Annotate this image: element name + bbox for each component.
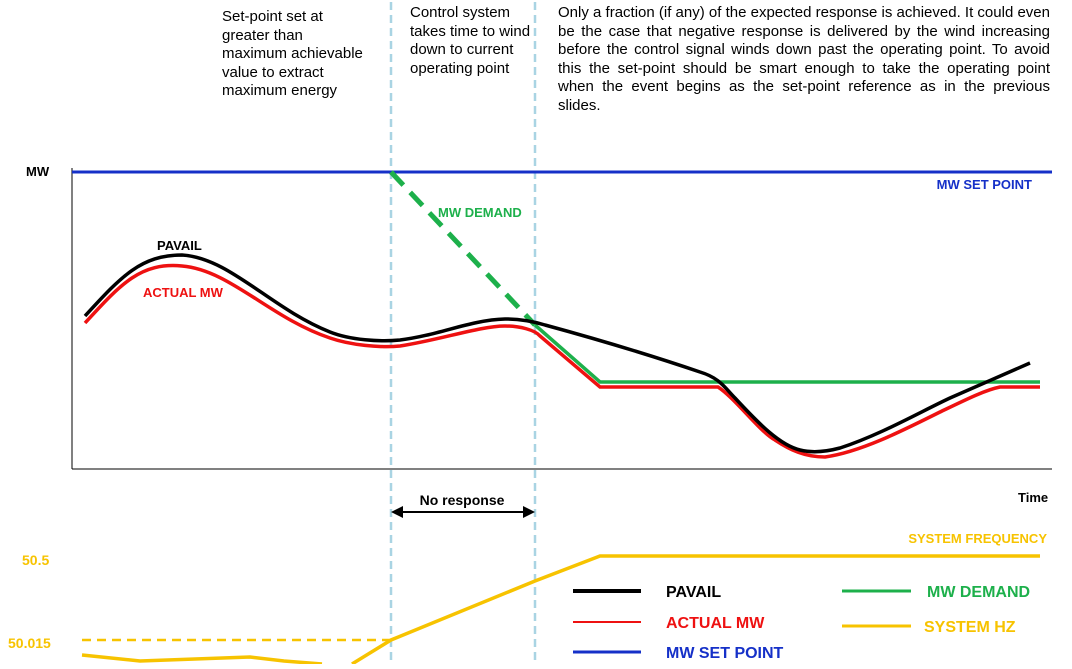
system-frequency-label: SYSTEM FREQUENCY [908, 531, 1047, 546]
mw-set-point-label: MW SET POINT [937, 177, 1032, 192]
fraction-note: Only a fraction (if any) of the expected… [558, 4, 1050, 114]
legend-label-pavail: PAVAIL [666, 584, 721, 601]
control-note: Control system takes time to wind down t… [410, 4, 531, 77]
legend-label-system-hz: SYSTEM HZ [924, 619, 1016, 636]
no-response-label: No response [420, 492, 505, 508]
x-axis-label: Time [1018, 490, 1048, 505]
actual-mw-curve [83, 263, 1040, 459]
mw-demand-line [533, 323, 1040, 384]
frequency-tick-high: 50.5 [22, 552, 49, 568]
pavail-curve [83, 253, 1031, 454]
no-response-arrow [391, 506, 535, 518]
frequency-pre-event-line [81, 653, 323, 666]
setpoint-note: Set-point set at greater than maximum ac… [222, 8, 363, 99]
pavail-label: PAVAIL [157, 238, 202, 253]
legend: PAVAIL ACTUAL MW MW SET POINT MW DEMAND … [573, 584, 1030, 662]
mw-demand-ramp [389, 170, 537, 327]
frequency-line [351, 554, 1040, 666]
frequency-tick-low: 50.015 [8, 635, 51, 651]
legend-label-mw-demand: MW DEMAND [927, 584, 1030, 601]
actual-mw-label: ACTUAL MW [143, 285, 224, 300]
mw-demand-label: MW DEMAND [438, 205, 522, 220]
legend-label-mw-set-point: MW SET POINT [666, 645, 784, 662]
y-axis-label: MW [26, 164, 50, 179]
legend-label-actual-mw: ACTUAL MW [666, 615, 765, 632]
